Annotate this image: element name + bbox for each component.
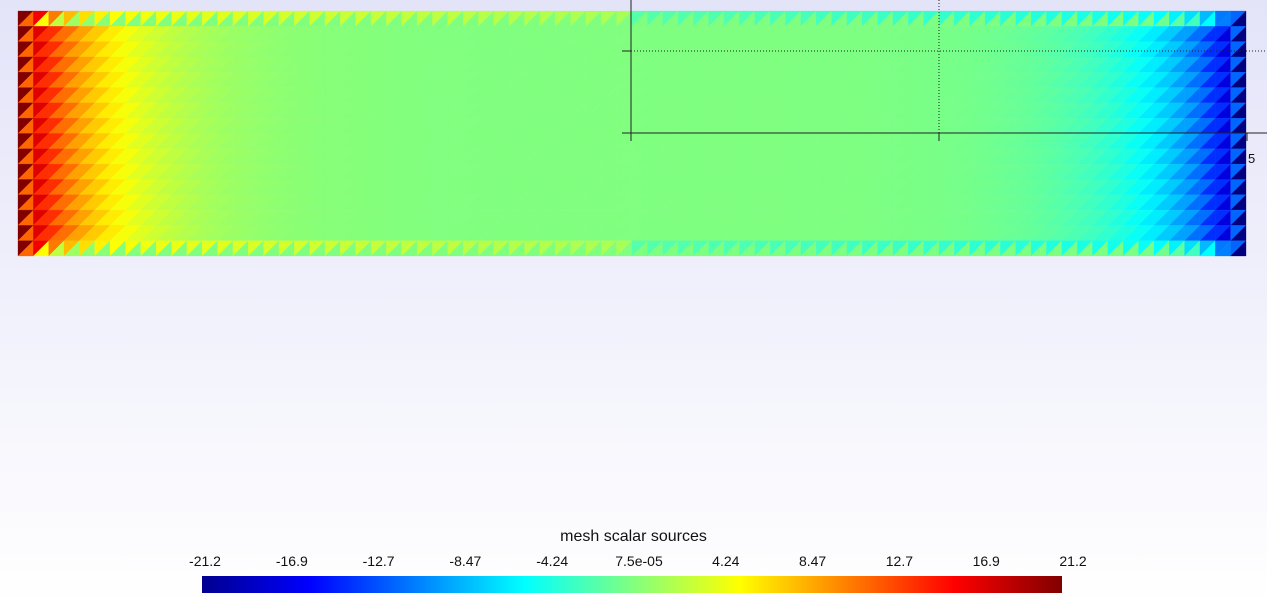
mesh-plot — [17, 10, 1247, 257]
colorbar-tick-label: 12.7 — [885, 553, 914, 569]
colorbar-tick-label: 7.5e-05 — [615, 553, 663, 569]
mesh-triangle — [1230, 240, 1247, 257]
colorbar — [202, 576, 1062, 593]
colorbar-tick-label: -4.24 — [536, 553, 569, 569]
overlay-axes: 5 — [622, 0, 1267, 166]
colorbar-tick-label: 4.24 — [712, 553, 740, 569]
colorbar-gradient — [202, 576, 1062, 593]
colorbar-tick-label: -16.9 — [275, 553, 308, 569]
colorbar-title: mesh scalar sources — [560, 528, 707, 545]
colorbar-tick-label: 8.47 — [798, 553, 827, 569]
colorbar-tick-label: -12.7 — [362, 553, 395, 569]
axis-tick-label: 5 — [1248, 151, 1255, 166]
colorbar-tick-label: 21.2 — [1059, 553, 1087, 569]
colorbar-tick-label: 16.9 — [972, 553, 1000, 569]
colorbar-tick-label: -8.47 — [449, 553, 482, 569]
colorbar-tick-label: -21.2 — [189, 553, 221, 569]
